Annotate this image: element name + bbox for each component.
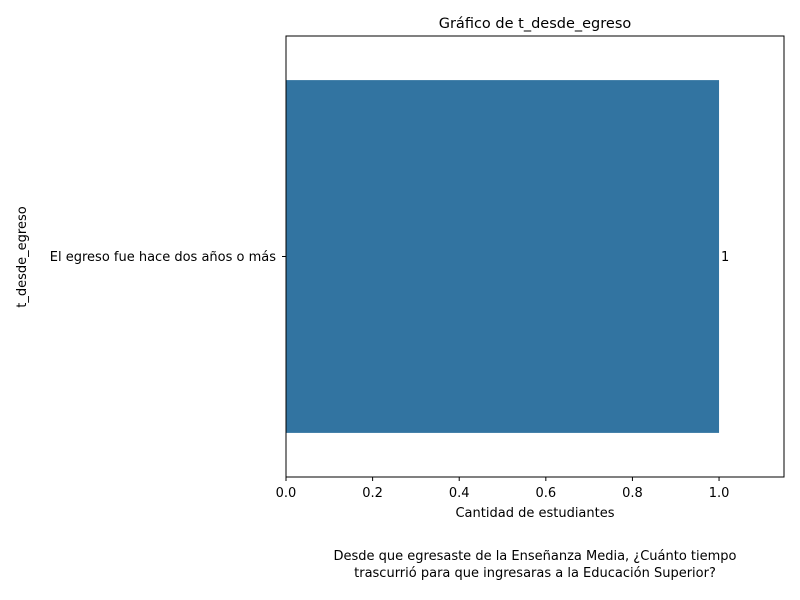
bar-data-label: 1: [721, 250, 729, 265]
bars-layer: 1: [286, 80, 729, 433]
x-tick-label: 0.4: [449, 486, 470, 501]
chart-title: Gráfico de t_desde_egreso: [439, 16, 632, 32]
x-tick-label: 0.0: [276, 486, 297, 501]
y-tick-label: El egreso fue hace dos años o más: [50, 250, 276, 265]
bar: [286, 80, 720, 433]
chart-caption-line-1: Desde que egresaste de la Enseñanza Medi…: [333, 549, 737, 564]
x-axis-label: Cantidad de estudiantes: [455, 506, 614, 521]
chart-caption-line-2: trascurrió para que ingresaras a la Educ…: [354, 566, 716, 581]
x-tick-label: 0.8: [622, 486, 643, 501]
x-tick-label: 0.6: [535, 486, 556, 501]
y-axis-ticks: El egreso fue hace dos años o más: [50, 250, 286, 265]
x-axis-ticks: 0.0 0.2 0.4 0.6 0.8 1.0: [276, 477, 730, 501]
x-tick-label: 1.0: [709, 486, 730, 501]
x-tick-label: 0.2: [362, 486, 383, 501]
y-axis-label: t_desde_egreso: [15, 206, 30, 307]
